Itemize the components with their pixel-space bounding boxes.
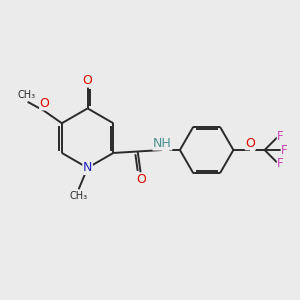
Text: F: F <box>277 130 284 142</box>
Text: CH₃: CH₃ <box>70 191 88 201</box>
Text: N: N <box>83 161 92 174</box>
Text: F: F <box>281 143 288 157</box>
Text: O: O <box>82 74 92 87</box>
Text: F: F <box>277 158 284 170</box>
Text: CH₃: CH₃ <box>17 90 35 100</box>
Text: O: O <box>245 137 255 150</box>
Text: NH: NH <box>153 137 172 150</box>
Text: O: O <box>40 97 50 110</box>
Text: O: O <box>136 173 146 186</box>
